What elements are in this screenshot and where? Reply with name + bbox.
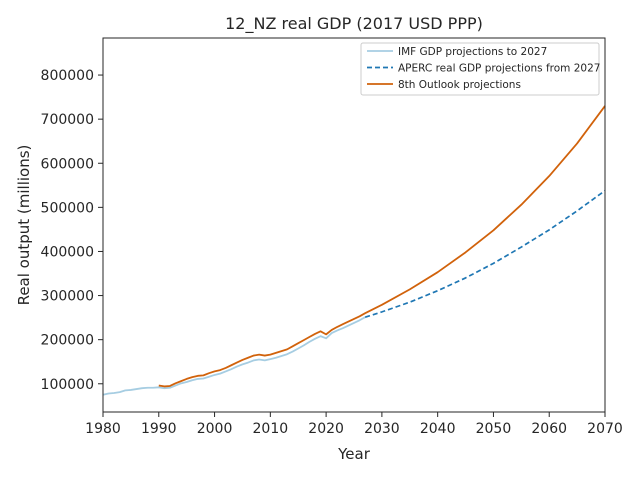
x-tick-label: 2010	[253, 421, 289, 437]
y-tick-label: 600000	[41, 156, 94, 172]
x-tick-label: 2030	[364, 421, 400, 437]
x-tick-label: 1990	[141, 421, 177, 437]
series-line-1	[102, 316, 366, 396]
legend-label: 8th Outlook projections	[398, 79, 521, 91]
legend-label: APERC real GDP projections from 2027	[398, 63, 600, 75]
y-tick-label: 500000	[41, 200, 94, 216]
x-tick-label: 2050	[476, 421, 512, 437]
x-tick-label: 2040	[420, 421, 456, 437]
x-tick-label: 1980	[85, 421, 121, 437]
x-axis-title: Year	[337, 445, 371, 463]
x-tick-label: 2000	[197, 421, 233, 437]
series-line-2	[364, 189, 606, 318]
legend: IMF GDP projections to 2027 APERC real GD…	[360, 42, 600, 96]
y-tick-label: 100000	[41, 377, 94, 393]
y-tick-label: 400000	[41, 244, 94, 260]
x-tick-label: 2020	[308, 421, 344, 437]
y-axis: 100000 200000 300000 400000 500000 600000 7000…	[41, 68, 103, 393]
x-axis: 1980 1990 2000 2010 2020 2030 2040 2050 2060 2070	[85, 412, 623, 437]
series-layer	[102, 105, 606, 396]
x-tick-label: 2070	[587, 421, 623, 437]
legend-label: IMF GDP projections to 2027	[398, 46, 547, 58]
legend-frame	[360, 42, 600, 96]
series-line-3	[158, 105, 606, 388]
chart-title: 12_NZ real GDP (2017 USD PPP)	[225, 14, 483, 34]
y-axis-title: Real output (millions)	[15, 145, 33, 306]
x-tick-label: 2060	[531, 421, 567, 437]
y-tick-label: 800000	[41, 68, 94, 84]
plot-frame	[102, 37, 606, 413]
y-tick-label: 200000	[41, 333, 94, 349]
y-tick-label: 300000	[41, 289, 94, 305]
y-tick-label: 700000	[41, 112, 94, 128]
